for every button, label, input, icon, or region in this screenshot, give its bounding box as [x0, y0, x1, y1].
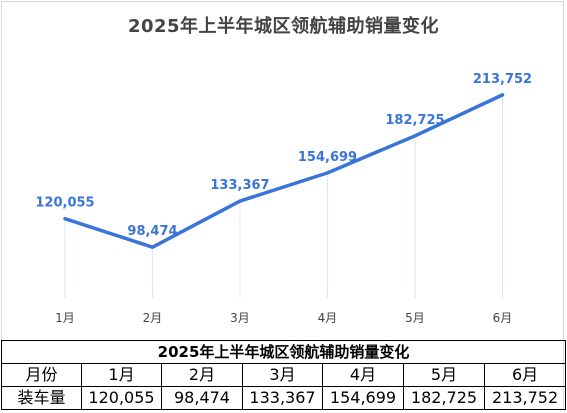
table-month-cell: 5月: [403, 363, 485, 387]
line-chart: 120,055 98,474 133,367 154,699 182,725 213,75…: [35, 72, 532, 325]
series-line: [63, 93, 505, 249]
table-month-cell: 4月: [322, 363, 404, 387]
data-label: 154,699: [298, 150, 357, 165]
x-tick-label: 4月: [318, 311, 338, 325]
data-label: 213,752: [473, 72, 532, 87]
data-point: [63, 217, 67, 221]
x-tick-label: 1月: [55, 311, 75, 325]
x-tick-label: 2月: [143, 311, 163, 325]
table-title: 2025年上半年城区领航辅助销量变化: [0, 340, 567, 364]
data-label: 182,725: [385, 113, 444, 128]
table-value-cell: 120,055: [81, 386, 162, 410]
table-title-row: 2025年上半年城区领航辅助销量变化: [0, 340, 567, 364]
data-point: [501, 93, 504, 97]
table-value-cell: 133,367: [242, 386, 323, 410]
data-label: 98,474: [127, 224, 177, 239]
table-value-cell: 154,699: [322, 386, 404, 410]
chart-title: 2025年上半年城区领航辅助销量变化: [127, 16, 440, 37]
data-point: [326, 171, 329, 175]
table-row-label: 装车量: [1, 386, 82, 410]
data-point: [413, 134, 417, 138]
table-value-cell: 182,725: [403, 386, 485, 410]
table-month-cell: 6月: [483, 363, 567, 387]
data-label: 133,367: [210, 178, 269, 193]
table-value-cell: 213,752: [483, 386, 567, 410]
data-label: 120,055: [35, 196, 94, 211]
table-header-row: 月份 1月 2月 3月 4月 5月 6月: [1, 363, 567, 387]
table-month-cell: 2月: [161, 363, 243, 387]
table-header-label: 月份: [1, 363, 82, 387]
data-table: 2025年上半年城区领航辅助销量变化 月份 1月 2月 3月 4月 5月 6月 …: [0, 340, 567, 410]
table-month-cell: 3月: [242, 363, 323, 387]
data-point: [151, 245, 154, 249]
table-value-row: 装车量 120,055 98,474 133,367 154,699 182,7…: [1, 386, 567, 410]
table-value-cell: 98,474: [161, 386, 243, 410]
x-tick-label: 5月: [405, 311, 425, 325]
x-tick-label: 6月: [493, 311, 513, 325]
x-tick-label: 3月: [230, 311, 250, 325]
data-point: [238, 199, 242, 203]
table-month-cell: 1月: [81, 363, 162, 387]
